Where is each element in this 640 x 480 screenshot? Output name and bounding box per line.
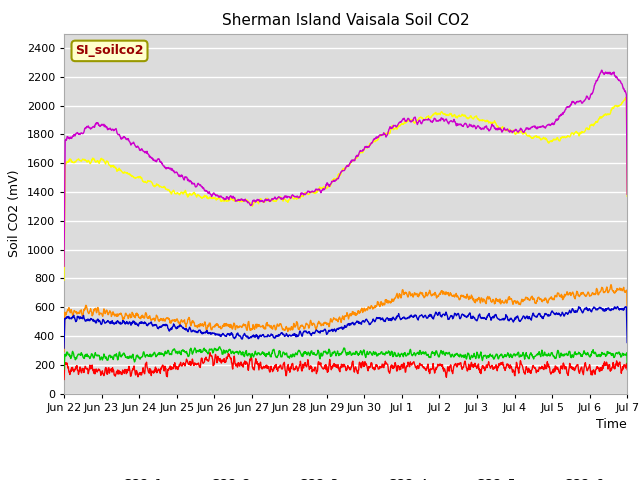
Title: Sherman Island Vaisala Soil CO2: Sherman Island Vaisala Soil CO2 (222, 13, 469, 28)
Legend: CO2_1, CO2_2, CO2_3, CO2_4, CO2_5, CO2_6: CO2_1, CO2_2, CO2_3, CO2_4, CO2_5, CO2_6 (83, 472, 609, 480)
X-axis label: Time: Time (596, 418, 627, 431)
Y-axis label: Soil CO2 (mV): Soil CO2 (mV) (8, 170, 21, 257)
Text: SI_soilco2: SI_soilco2 (76, 44, 144, 58)
